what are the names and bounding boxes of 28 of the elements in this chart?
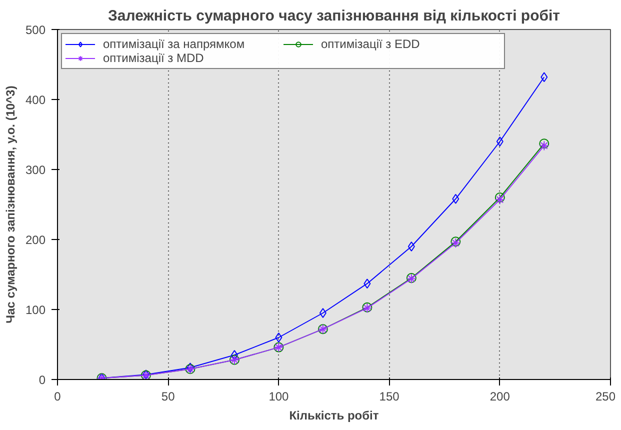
point <box>496 136 504 146</box>
chart-title: Залежність сумарного часу запізнювання від кількості робіт <box>108 8 560 24</box>
x-tick-label: 250 <box>595 390 616 404</box>
y-axis-title: Час сумарного запізнювання, у.о. (10^3) <box>3 86 18 324</box>
x-tick-label: 200 <box>490 390 510 404</box>
y-tick-label: 200 <box>25 233 46 247</box>
point <box>540 72 548 82</box>
point <box>364 278 371 289</box>
y-tick-label: 500 <box>25 23 46 37</box>
x-axis-title: Кількість робіт <box>289 408 379 422</box>
y-tick-label: 300 <box>25 163 46 177</box>
point <box>494 194 505 205</box>
legend-label: оптимізації з EDD <box>321 37 421 51</box>
x-tick-label: 100 <box>268 390 290 404</box>
point <box>452 194 460 204</box>
point <box>275 332 282 342</box>
x-tick-label: 50 <box>161 390 176 404</box>
point <box>408 242 415 252</box>
point <box>230 350 238 360</box>
y-tick-label: 400 <box>25 93 46 107</box>
legend-label: оптимізації за напрямком <box>103 37 246 51</box>
x-tick-label: 0 <box>54 390 62 404</box>
y-tick-label: 100 <box>25 303 46 317</box>
x-tick-label: 150 <box>379 390 400 404</box>
point <box>494 192 505 202</box>
legend-label: оптимізації з MDD <box>103 51 205 65</box>
point <box>319 308 326 318</box>
y-tick-label: 0 <box>38 373 46 387</box>
